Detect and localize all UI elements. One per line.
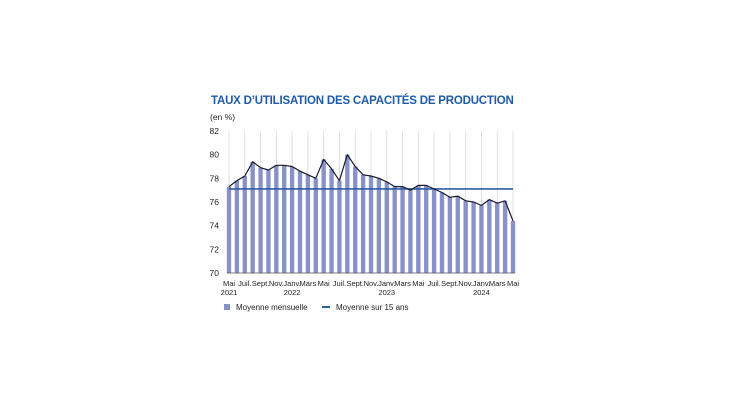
bar <box>384 181 389 273</box>
y-tick-label: 70 <box>210 268 220 278</box>
x-tick-label: Sept. <box>252 279 270 288</box>
monthly-line <box>228 154 514 222</box>
bar <box>447 197 453 273</box>
bar <box>289 166 295 273</box>
x-tick-year-label: 2021 <box>221 288 238 297</box>
bar <box>495 203 500 273</box>
x-tick-label: Mai <box>412 279 424 288</box>
bar <box>266 170 271 273</box>
x-tick-label: Janv. <box>473 279 490 288</box>
x-tick-label: Mars <box>300 279 317 288</box>
bar <box>258 167 263 273</box>
bar <box>282 165 287 273</box>
legend-item-15y: Moyenne sur 15 ans <box>322 300 409 314</box>
x-tick-label: Nov. <box>364 279 379 288</box>
x-tick-label: Janv. <box>378 279 395 288</box>
bar <box>360 174 366 273</box>
bar <box>250 161 255 273</box>
x-tick-label: Nov. <box>458 279 473 288</box>
bar <box>368 175 374 273</box>
bar <box>400 186 405 273</box>
bar <box>242 175 247 273</box>
bar <box>463 200 468 273</box>
bar <box>510 220 516 273</box>
x-tick-label: Sept. <box>346 279 364 288</box>
x-tick-year-label: 2023 <box>378 288 395 297</box>
bar <box>471 202 476 273</box>
bar <box>321 159 326 273</box>
x-tick-label: Sept. <box>441 279 459 288</box>
bar <box>487 199 492 273</box>
chart-title: TAUX D’UTILISATION DES CAPACITÉS DE PROD… <box>211 95 514 107</box>
x-tick-year-label: 2024 <box>473 288 490 297</box>
y-tick-label: 72 <box>210 244 220 254</box>
legend-label-15y: Moyenne sur 15 ans <box>336 302 409 312</box>
x-tick-year-label: 2022 <box>284 288 301 297</box>
bar <box>313 178 318 273</box>
bar <box>431 188 437 273</box>
bar <box>416 185 421 273</box>
x-tick-label: Janv. <box>283 279 300 288</box>
y-tick-label: 76 <box>210 197 220 207</box>
bar <box>226 186 232 273</box>
bar <box>439 192 445 273</box>
legend-swatch-line <box>322 306 330 308</box>
bar <box>392 186 397 273</box>
x-tick-label: Nov. <box>269 279 284 288</box>
y-tick-label: 74 <box>210 221 220 231</box>
bar <box>479 205 484 273</box>
bar <box>376 178 382 273</box>
bar <box>424 185 429 273</box>
bar <box>305 174 311 273</box>
x-tick-label: Mars <box>394 279 411 288</box>
x-tick-label: Juil. <box>238 279 251 288</box>
x-tick-label: Juil. <box>427 279 440 288</box>
x-tick-label: Mai <box>223 279 235 288</box>
y-tick-label: 78 <box>210 173 220 183</box>
y-tick-label: 80 <box>210 150 220 160</box>
bar <box>234 180 240 273</box>
legend-swatch-bar <box>224 304 230 310</box>
bar <box>337 180 342 273</box>
x-tick-label: Mai <box>318 279 330 288</box>
bar <box>345 154 350 273</box>
bar <box>408 190 413 273</box>
bar <box>297 171 303 273</box>
legend-item-monthly: Moyenne mensuelle <box>224 300 308 314</box>
bar <box>455 196 460 273</box>
y-tick-label: 82 <box>210 126 220 136</box>
bar <box>353 166 358 273</box>
bar <box>502 200 508 273</box>
unit-label: (en %) <box>210 112 236 122</box>
bar <box>274 165 279 273</box>
x-tick-label: Mars <box>489 279 506 288</box>
x-tick-label: Mai <box>507 279 519 288</box>
legend-label-monthly: Moyenne mensuelle <box>236 302 308 312</box>
x-tick-label: Juil. <box>333 279 346 288</box>
bar <box>329 168 334 273</box>
